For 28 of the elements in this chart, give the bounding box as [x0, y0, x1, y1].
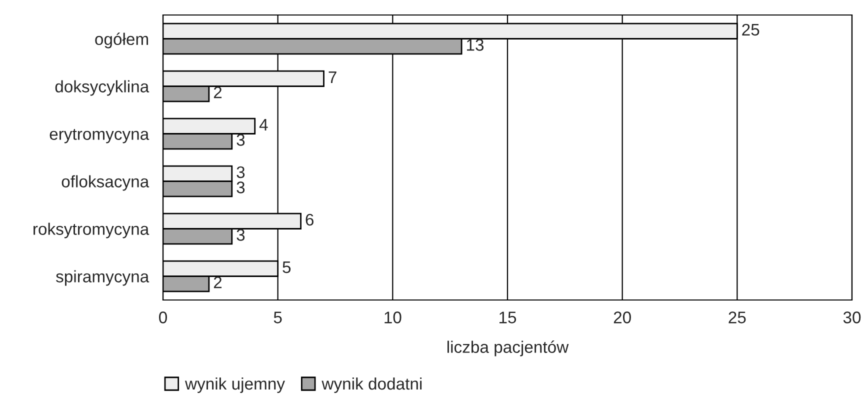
x-tick-label: 15: [500, 312, 516, 324]
data-label: 3: [236, 182, 245, 194]
x-tick-label: 30: [843, 312, 861, 324]
data-label: 7: [328, 71, 336, 83]
x-tick-label: 0: [159, 312, 167, 324]
x-tick-label: 25: [728, 312, 746, 324]
y-tick-label: spiramycyna: [56, 270, 150, 286]
y-tick-label: ofloksacyna: [62, 175, 150, 191]
data-label: 2: [214, 276, 222, 288]
y-tick-label: ogółem: [95, 32, 148, 48]
data-label: 6: [306, 214, 314, 226]
x-axis-title: liczba pacjentów: [447, 340, 569, 356]
data-label: 25: [742, 24, 760, 36]
y-tick-label: doksycyklina: [55, 80, 150, 96]
x-tick-label: 5: [274, 312, 282, 324]
data-label: 5: [282, 261, 291, 274]
legend-label: wynik dodatni: [322, 377, 422, 393]
y-tick-label: roksytromycyna: [34, 222, 150, 238]
data-label: 13: [467, 39, 484, 51]
legend-label: wynik ujemny: [184, 377, 285, 393]
y-tick-label: erytromycyna: [50, 129, 150, 144]
x-tick-label: 10: [384, 312, 402, 324]
data-label: 3: [236, 166, 245, 178]
data-label: 2: [214, 86, 222, 98]
data-label: 4: [259, 118, 268, 130]
data-label: 3: [236, 134, 245, 146]
data-label: 3: [236, 229, 245, 241]
x-tick-label: 20: [614, 312, 631, 324]
